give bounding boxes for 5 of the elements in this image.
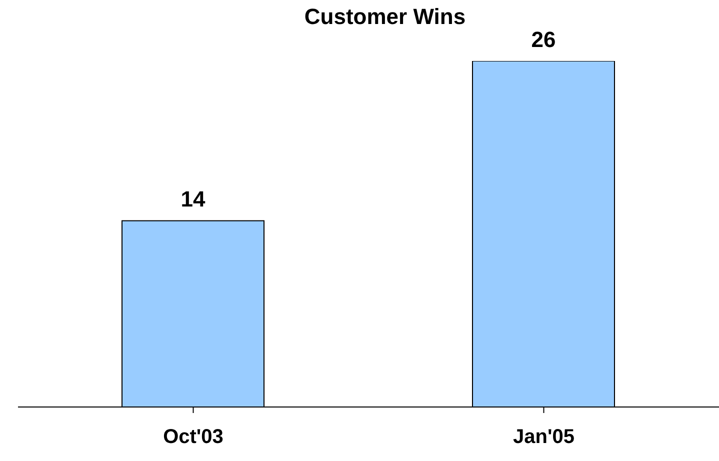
data-label: 26 (531, 27, 556, 52)
chart-title: Customer Wins (304, 4, 466, 29)
x-tick-label: Jan'05 (513, 426, 574, 448)
data-label: 14 (180, 186, 206, 212)
x-tick-label: Oct'03 (163, 426, 224, 448)
